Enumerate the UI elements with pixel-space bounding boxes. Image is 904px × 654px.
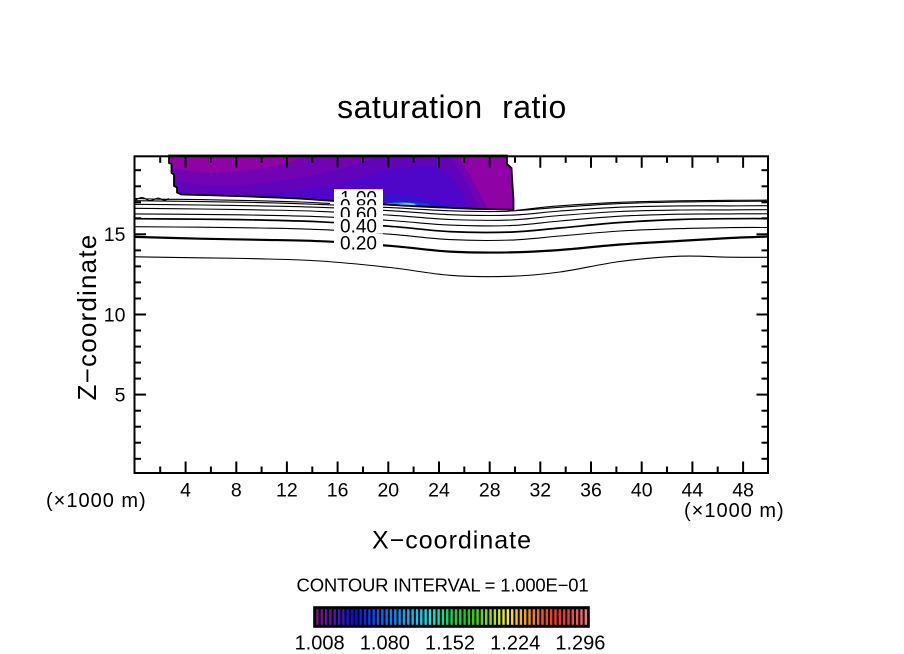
svg-text:10: 10 xyxy=(104,304,126,326)
svg-text:24: 24 xyxy=(428,480,450,502)
svg-text:saturation ratio: saturation ratio xyxy=(337,89,567,125)
svg-text:(×1000 m): (×1000 m) xyxy=(684,500,785,522)
svg-text:36: 36 xyxy=(580,480,602,502)
svg-text:0.40: 0.40 xyxy=(340,216,377,237)
svg-text:(×1000 m): (×1000 m) xyxy=(46,490,147,512)
svg-text:32: 32 xyxy=(529,480,551,502)
svg-text:1.080: 1.080 xyxy=(360,633,410,654)
svg-text:8: 8 xyxy=(231,480,242,502)
svg-text:1.152: 1.152 xyxy=(425,633,475,654)
svg-text:16: 16 xyxy=(327,480,349,502)
svg-text:4: 4 xyxy=(180,480,191,502)
svg-text:X−coordinate: X−coordinate xyxy=(372,527,532,555)
svg-text:0.20: 0.20 xyxy=(340,234,377,255)
svg-text:20: 20 xyxy=(377,480,399,502)
svg-text:CONTOUR INTERVAL = 1.000E−01: CONTOUR INTERVAL = 1.000E−01 xyxy=(297,575,589,596)
svg-text:28: 28 xyxy=(479,480,501,502)
svg-text:12: 12 xyxy=(276,480,298,502)
svg-text:40: 40 xyxy=(631,480,653,502)
svg-text:1.008: 1.008 xyxy=(295,633,345,654)
svg-text:5: 5 xyxy=(115,385,126,407)
svg-text:48: 48 xyxy=(732,480,754,502)
svg-text:Z−coordinate: Z−coordinate xyxy=(72,234,102,401)
svg-text:15: 15 xyxy=(104,224,126,246)
svg-text:44: 44 xyxy=(682,480,704,502)
svg-text:1.224: 1.224 xyxy=(490,633,540,654)
svg-text:1.296: 1.296 xyxy=(555,633,605,654)
